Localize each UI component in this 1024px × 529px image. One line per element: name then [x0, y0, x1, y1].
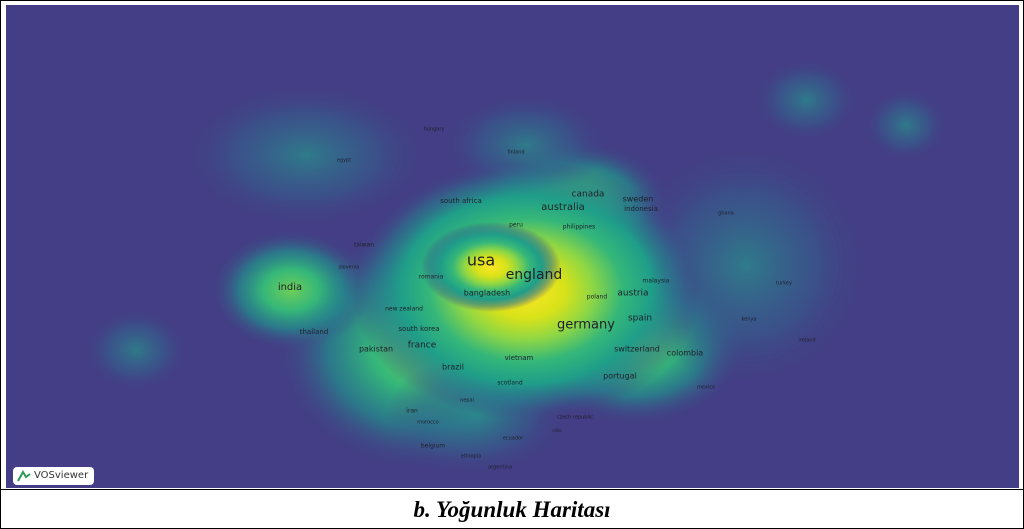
country-label: peru: [509, 222, 523, 229]
country-label: chile: [552, 428, 562, 433]
country-label: vietnam: [505, 354, 534, 362]
country-label: taiwan: [354, 242, 374, 249]
country-label: argentina: [488, 465, 512, 471]
country-label: colombia: [667, 349, 704, 358]
country-label: turkey: [776, 281, 792, 287]
country-label: iran: [406, 408, 418, 415]
figure-caption: b. Yoğunluk Haritası: [1, 489, 1023, 529]
country-label: new zealand: [385, 306, 423, 313]
country-label: kenya: [742, 317, 757, 323]
country-label: czech republic: [557, 415, 593, 421]
country-label: ireland: [798, 338, 815, 344]
country-label: belgium: [421, 443, 445, 450]
country-label: south africa: [440, 197, 482, 205]
country-label: canada: [572, 190, 605, 200]
country-label: nepal: [460, 398, 474, 404]
country-label: usa: [467, 251, 495, 270]
country-label: finland: [507, 150, 524, 156]
country-label: ethiopia: [461, 454, 481, 460]
country-label: romania: [419, 274, 444, 281]
country-label: hungary: [424, 127, 445, 133]
country-label: poland: [587, 294, 608, 301]
country-label: indonesia: [624, 205, 658, 213]
country-label: portugal: [603, 372, 637, 381]
country-label: india: [278, 282, 302, 293]
logo-text: VOSviewer: [34, 470, 89, 481]
country-label: mexico: [697, 385, 715, 391]
country-label: malaysia: [643, 278, 670, 285]
country-label: switzerland: [614, 345, 660, 354]
country-label: england: [506, 267, 563, 283]
country-label: pakistan: [359, 345, 393, 354]
logo-icon: [17, 470, 31, 482]
country-label: ecuador: [503, 436, 524, 442]
country-label: slovenia: [339, 265, 360, 271]
country-label: thailand: [300, 328, 329, 336]
country-label: sweden: [623, 195, 654, 204]
country-label: philippines: [563, 224, 596, 231]
country-label: egypt: [337, 158, 351, 164]
country-label: spain: [628, 314, 652, 324]
country-label: scotland: [497, 380, 523, 387]
country-label: morocco: [417, 420, 439, 426]
vosviewer-logo: VOSviewer: [13, 467, 95, 485]
country-label: australia: [541, 202, 585, 213]
density: [86, 60, 946, 475]
country-label: ghana: [718, 211, 734, 217]
country-label: brazil: [442, 363, 464, 372]
country-label: france: [408, 341, 437, 351]
country-label: south korea: [398, 325, 439, 333]
country-label: bangladesh: [464, 289, 511, 298]
country-label: germany: [557, 318, 615, 333]
country-label: austria: [617, 289, 648, 299]
